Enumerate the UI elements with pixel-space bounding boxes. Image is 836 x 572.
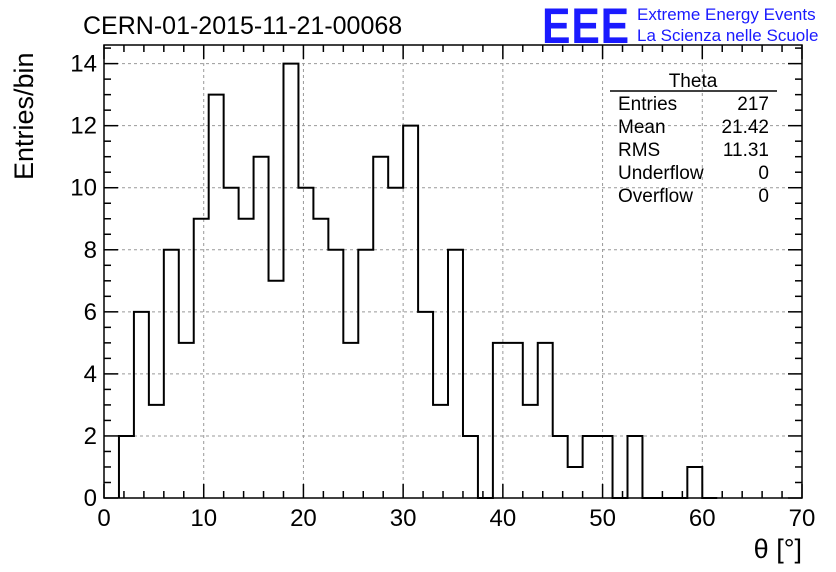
stats-value: 0 xyxy=(758,186,769,207)
chart-title: CERN-01-2015-11-21-00068 xyxy=(83,12,402,40)
stats-label: Entries xyxy=(618,94,677,115)
y-tick-label: 0 xyxy=(84,485,97,512)
stats-value: 217 xyxy=(737,94,769,115)
y-tick-label: 12 xyxy=(70,113,97,140)
x-axis-title: θ [°] xyxy=(754,534,802,564)
y-tick-label: 4 xyxy=(84,361,97,388)
y-tick-label: 2 xyxy=(84,423,97,450)
stats-box-title: Theta xyxy=(669,71,718,92)
stats-label: Overflow xyxy=(618,186,693,207)
stats-value: 21.42 xyxy=(721,117,769,138)
x-tick-label: 0 xyxy=(97,505,110,532)
y-axis-ticks: 0 2 4 6 8 10 12 14 xyxy=(70,47,802,512)
logo-mark: EEE xyxy=(542,0,630,54)
y-tick-label: 6 xyxy=(84,299,97,326)
stats-label: Mean xyxy=(618,117,666,138)
histogram-outline xyxy=(117,62,718,499)
stats-box: Theta Entries 217 Mean 21.42 RMS 11.31 Underfl… xyxy=(610,71,777,207)
x-tick-label: 30 xyxy=(390,505,417,532)
y-tick-label: 10 xyxy=(70,175,97,202)
y-tick-label: 14 xyxy=(70,51,97,78)
x-tick-label: 70 xyxy=(789,505,816,532)
y-tick-label: 8 xyxy=(84,237,97,264)
logo-line1: Extreme Energy Events xyxy=(637,5,816,24)
x-axis-ticks: 0 10 20 30 40 50 60 70 xyxy=(97,45,815,532)
x-tick-label: 40 xyxy=(490,505,517,532)
stats-value: 11.31 xyxy=(723,140,769,161)
logo-line2: La Scienza nelle Scuole xyxy=(637,26,818,45)
histogram-bars xyxy=(117,62,718,499)
plot-frame xyxy=(103,44,803,499)
stats-rows: Entries 217 Mean 21.42 RMS 11.31 Underflow 0 Ove… xyxy=(618,94,769,207)
x-tick-label: 20 xyxy=(290,505,317,532)
x-tick-label: 50 xyxy=(589,505,616,532)
stats-value: 0 xyxy=(758,163,769,184)
stats-label: Underflow xyxy=(618,163,704,184)
y-axis-title: Entries/bin xyxy=(9,52,39,180)
x-tick-label: 10 xyxy=(190,505,217,532)
x-tick-label: 60 xyxy=(689,505,716,532)
stats-label: RMS xyxy=(618,140,660,161)
eee-logo: EEE Extreme Energy Events La Scienza nel… xyxy=(542,0,818,54)
